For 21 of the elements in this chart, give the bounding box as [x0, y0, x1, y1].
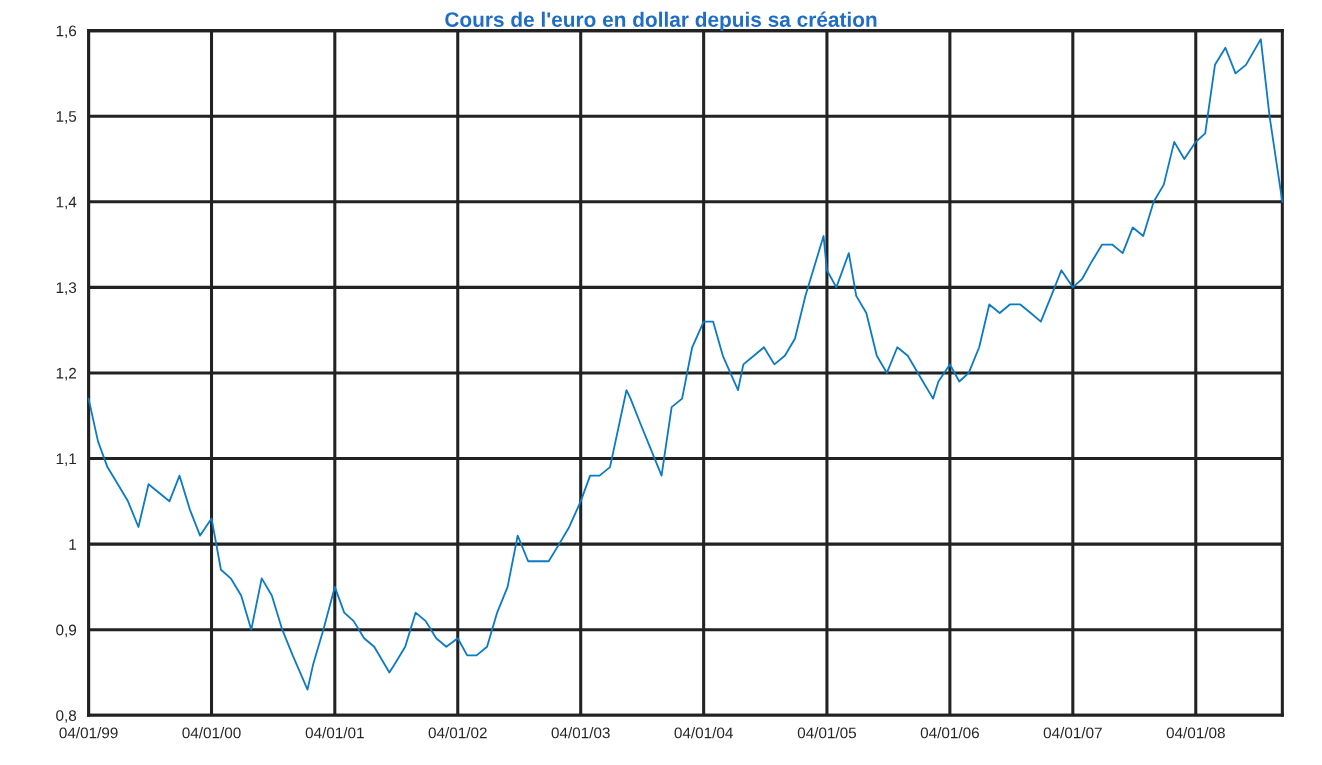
- y-tick-label: 0,9: [56, 624, 77, 638]
- x-tick-label: 04/01/01: [305, 727, 364, 739]
- y-tick-label: 0,8: [56, 710, 77, 723]
- x-tick-label: 04/01/06: [920, 727, 979, 739]
- y-tick-label: 1,4: [56, 196, 77, 210]
- y-tick-label: 1,1: [56, 453, 77, 467]
- y-tick-label: 1,3: [56, 282, 77, 295]
- y-tick-label: 1: [69, 539, 77, 550]
- x-tick-label: 04/01/08: [1166, 727, 1225, 739]
- y-tick-label: 1,5: [56, 111, 77, 124]
- x-tick-label: 04/01/99: [59, 727, 118, 739]
- x-tick-label: 04/01/07: [1043, 727, 1102, 739]
- y-tick-label: 1,2: [56, 367, 76, 381]
- x-tick-label: 04/01/04: [674, 727, 733, 739]
- chart-title: Cours de l'euro en dollar depuis sa création: [445, 11, 877, 32]
- x-tick-label: 04/01/00: [182, 727, 241, 739]
- x-tick-label: 04/01/05: [797, 727, 857, 739]
- y-tick-label: 1,6: [56, 25, 77, 39]
- line-series: [87, 38, 1284, 691]
- x-tick-label: 04/01/02: [428, 727, 487, 739]
- x-tick-label: 04/01/03: [551, 727, 610, 739]
